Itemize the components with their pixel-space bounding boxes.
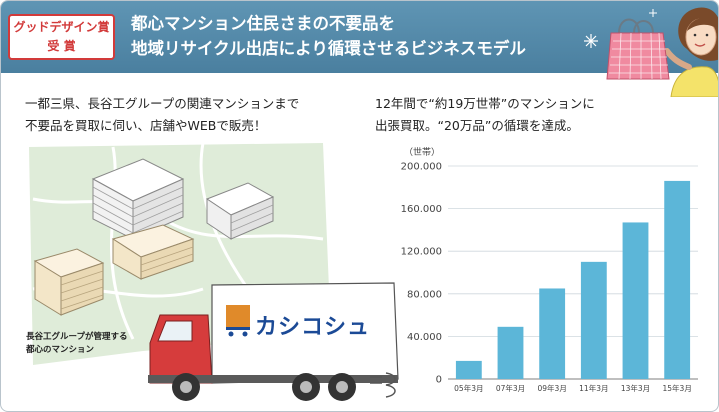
headline-line1: 都心マンション住民さまの不要品を	[131, 14, 395, 33]
x-tick-label: 07年3月	[496, 383, 525, 393]
shopping-bag-icon	[606, 18, 670, 80]
bar-05年3月	[455, 360, 482, 379]
households-bar-chart: （世帯） 040.00080.000120.000160.000200.000 …	[401, 146, 698, 393]
award-line1: グッドデザイン賞	[13, 20, 110, 34]
truck-wheel	[172, 373, 200, 401]
x-tick-label: 13年3月	[621, 383, 650, 393]
map-caption-line1: 長谷工グループが管理する	[26, 332, 128, 342]
x-axis-ticks: 05年3月 07年3月 09年3月 11年3月 13年3月 15年3月	[454, 383, 692, 393]
delivery-truck-illustration	[148, 282, 399, 401]
x-tick-label: 09年3月	[538, 383, 567, 393]
headline-line2: 地域リサイクル出店により循環させるビジネスモデル	[131, 39, 526, 58]
shopping-cart-logo-icon	[226, 305, 250, 337]
y-tick-label: 200.000	[401, 162, 442, 173]
header-banner: グッドデザイン賞 受 賞 都心マンション住民さまの不要品を 地域リサイクル出店に…	[1, 1, 718, 73]
bar-15年3月	[664, 180, 691, 379]
y-tick-label: 160.000	[401, 204, 442, 215]
apartment-building-icon	[33, 248, 105, 316]
x-tick-label: 11年3月	[579, 383, 608, 393]
apartment-building-icon	[205, 182, 275, 240]
right-description-line1: 12年間で“約19万世帯”のマンションに	[375, 96, 595, 111]
right-description: 12年間で“約19万世帯”のマンションに 出張買取。“20万品”の循環を達成。	[375, 93, 695, 137]
x-tick-label: 15年3月	[663, 383, 692, 393]
right-description-line2: 出張買取。“20万品”の循環を達成。	[375, 118, 579, 133]
award-line2: 受 賞	[47, 39, 76, 53]
y-tick-label: 40.000	[407, 332, 442, 343]
kashikoshu-logo-text: カシコシュ	[255, 315, 371, 340]
left-description-line1: 一都三県、長谷工グループの関連マンションまで	[25, 96, 300, 111]
map-caption: 長谷工グループが管理する 都心のマンション	[26, 331, 166, 357]
truck-window	[157, 320, 193, 342]
bar-07年3月	[497, 326, 524, 379]
headline: 都心マンション住民さまの不要品を 地域リサイクル出店により循環させるビジネスモデ…	[131, 11, 601, 61]
bar-11年3月	[580, 261, 607, 379]
y-axis-label: （世帯）	[404, 146, 440, 158]
y-axis-ticks: 0 40.000 80.000 120.000 160.000 200.000	[401, 162, 442, 386]
left-description-line2: 不要品を買取に伺い、店舗やWEBで販売！	[25, 118, 267, 133]
good-design-award-badge: グッドデザイン賞 受 賞	[8, 14, 115, 60]
chart-gridlines	[448, 165, 698, 380]
y-tick-label: 0	[436, 375, 442, 386]
left-description: 一都三県、長谷工グループの関連マンションまで 不要品を買取に伺い、店舗やWEBで…	[25, 93, 345, 137]
bar-09年3月	[539, 288, 566, 379]
bar-13年3月	[622, 222, 649, 379]
woman-with-shopping-bag-illustration	[584, 7, 718, 97]
apartment-building-icon	[111, 224, 195, 280]
chart-bars	[455, 180, 691, 379]
truck-wheel	[328, 373, 356, 401]
apartment-building-icon	[91, 158, 185, 240]
truck-wheel	[292, 373, 320, 401]
y-tick-label: 120.000	[401, 247, 442, 258]
snowflake-icon	[584, 34, 598, 48]
exhaust-lines	[370, 372, 396, 398]
x-tick-label: 05年3月	[454, 383, 483, 393]
map-caption-line2: 都心のマンション	[26, 345, 95, 355]
y-tick-label: 80.000	[407, 289, 442, 300]
